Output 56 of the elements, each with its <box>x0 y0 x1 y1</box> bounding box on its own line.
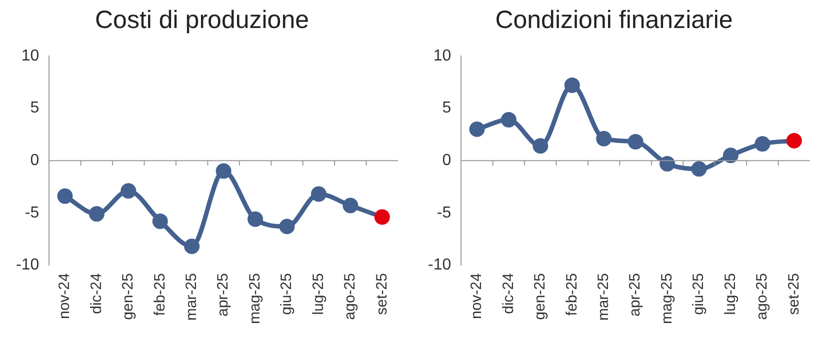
point <box>786 132 802 148</box>
x-tick-label: gen-25 <box>532 273 549 320</box>
x-tick-label: giu-25 <box>278 273 296 315</box>
x-tick-label: mag-25 <box>246 273 264 324</box>
point <box>754 136 770 152</box>
point <box>342 198 358 214</box>
y-tick-label: 10 <box>21 47 40 64</box>
y-tick-label: -5 <box>436 204 452 222</box>
y-tick-label: 5 <box>442 100 452 117</box>
chart-title: Condizioni finanziarie <box>495 6 733 34</box>
x-tick-label: apr-25 <box>626 273 644 316</box>
point <box>564 78 580 94</box>
x-tick-label: dic-24 <box>500 273 517 314</box>
point <box>722 148 738 164</box>
point <box>596 130 612 146</box>
x-tick-label: mar-25 <box>594 273 612 321</box>
point <box>310 186 326 202</box>
y-tick-label: -5 <box>24 204 40 222</box>
x-tick-label: nov-24 <box>468 273 486 320</box>
x-tick-label: mag-25 <box>658 273 676 324</box>
point <box>152 213 168 229</box>
y-tick-label: 10 <box>433 47 452 64</box>
point <box>660 156 676 172</box>
y-tick-label: 0 <box>30 152 40 169</box>
x-tick-label: lug-25 <box>722 273 739 315</box>
point <box>184 238 200 254</box>
x-tick-label: giu-25 <box>690 273 708 315</box>
point <box>248 211 264 227</box>
y-tick-label: -10 <box>16 256 40 274</box>
x-tick-label: feb-25 <box>151 273 168 316</box>
point <box>216 163 232 179</box>
y-tick-label: 5 <box>30 100 40 117</box>
point <box>374 209 390 225</box>
point <box>88 206 104 222</box>
x-tick-label: ago-25 <box>754 273 771 320</box>
point <box>279 218 295 234</box>
point <box>532 138 548 154</box>
point <box>57 188 73 204</box>
point <box>469 121 485 137</box>
point <box>120 183 136 199</box>
x-tick-label: ago-25 <box>342 273 359 320</box>
point <box>691 161 707 177</box>
x-tick-label: lug-25 <box>310 273 327 315</box>
x-tick-label: dic-24 <box>88 273 105 314</box>
point <box>500 112 516 128</box>
point <box>628 134 644 150</box>
x-tick-label: set-25 <box>785 273 802 315</box>
x-tick-label: apr-25 <box>214 273 232 316</box>
x-tick-label: gen-25 <box>120 273 137 320</box>
x-tick-label: feb-25 <box>563 273 580 316</box>
chart-title: Costi di produzione <box>94 6 310 34</box>
x-tick-label: nov-24 <box>56 273 74 320</box>
y-tick-label: -10 <box>428 256 452 274</box>
x-tick-label: set-25 <box>373 273 390 315</box>
y-tick-label: 0 <box>442 152 452 169</box>
x-tick-label: mar-25 <box>182 273 200 321</box>
